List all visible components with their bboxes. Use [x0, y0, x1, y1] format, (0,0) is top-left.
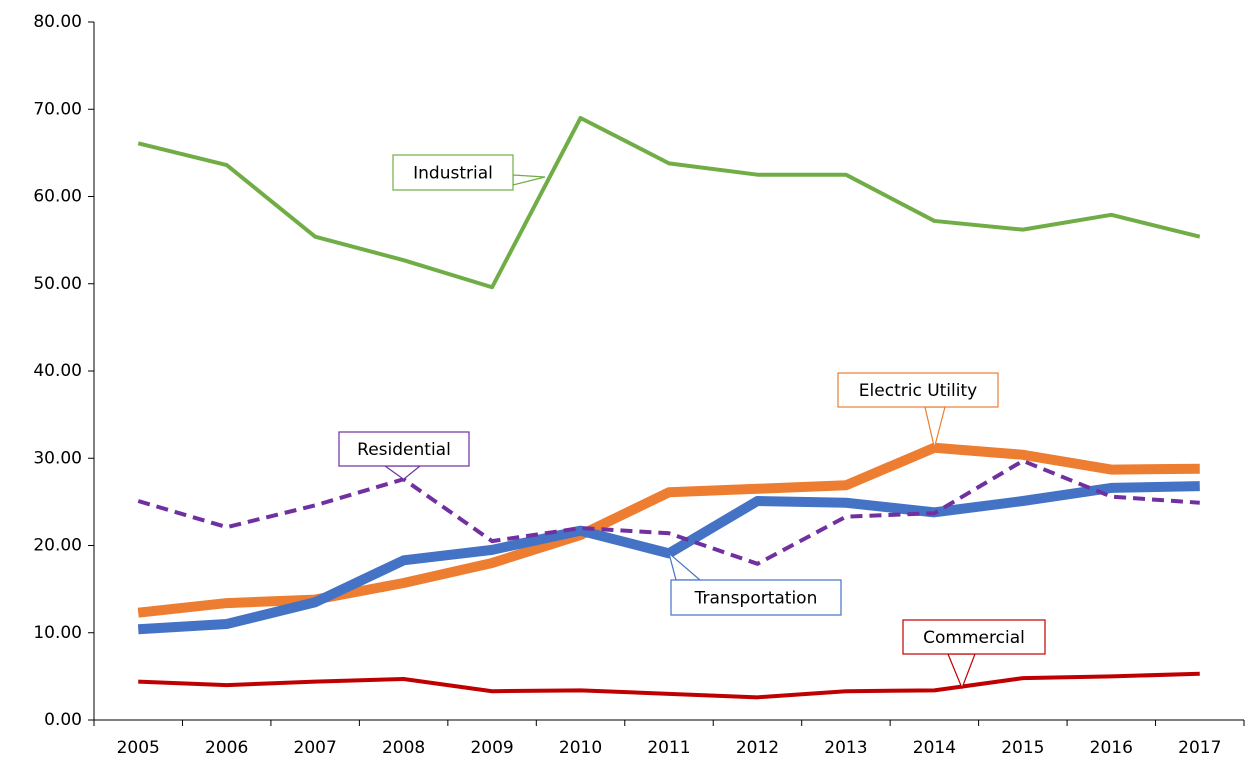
- x-tick-label: 2015: [1001, 738, 1044, 758]
- x-tick-label: 2008: [382, 738, 425, 758]
- x-tick-label: 2011: [647, 738, 690, 758]
- callout-box: [392, 154, 514, 191]
- series-line: [137, 442, 1200, 618]
- y-tick-label: 0.00: [44, 710, 82, 730]
- y-tick-label: 70.00: [33, 99, 82, 119]
- y-tick-label: 50.00: [33, 274, 82, 294]
- x-tick-label: 2009: [470, 738, 513, 758]
- y-tick-label: 60.00: [33, 187, 82, 207]
- callout-box: [837, 372, 999, 408]
- y-tick-label: 10.00: [33, 623, 82, 643]
- x-tick-label: 2012: [736, 738, 779, 758]
- series-line: [137, 481, 1200, 635]
- x-tick-label: 2010: [559, 738, 602, 758]
- series-line: [138, 671, 1200, 700]
- callout-pointer: [947, 653, 976, 690]
- y-tick-label: 40.00: [33, 361, 82, 381]
- callout-box: [670, 579, 842, 616]
- callout-pointer: [383, 465, 422, 480]
- legend-label: Industrial: [413, 164, 493, 184]
- legend-label: Residential: [357, 440, 451, 460]
- x-tick-label: 2007: [294, 738, 337, 758]
- x-tick-label: 2006: [205, 738, 248, 758]
- y-tick-label: 20.00: [33, 536, 82, 556]
- callout-pointer: [924, 406, 946, 448]
- callout-box: [902, 619, 1046, 655]
- series-line: [137, 115, 1201, 290]
- series-line: [137, 458, 1200, 566]
- y-tick-label: 80.00: [33, 12, 82, 32]
- legend-label: Electric Utility: [859, 381, 977, 401]
- x-tick-label: 2013: [824, 738, 867, 758]
- y-tick-label: 30.00: [33, 448, 82, 468]
- callout-pointer: [512, 174, 546, 186]
- x-tick-label: 2005: [117, 738, 160, 758]
- x-tick-label: 2014: [913, 738, 956, 758]
- x-tick-label: 2017: [1178, 738, 1221, 758]
- callout-pointer: [667, 551, 702, 581]
- callout-box: [338, 431, 470, 467]
- legend-label: Commercial: [923, 628, 1025, 648]
- x-tick-label: 2016: [1090, 738, 1133, 758]
- legend-label: Transportation: [694, 589, 818, 609]
